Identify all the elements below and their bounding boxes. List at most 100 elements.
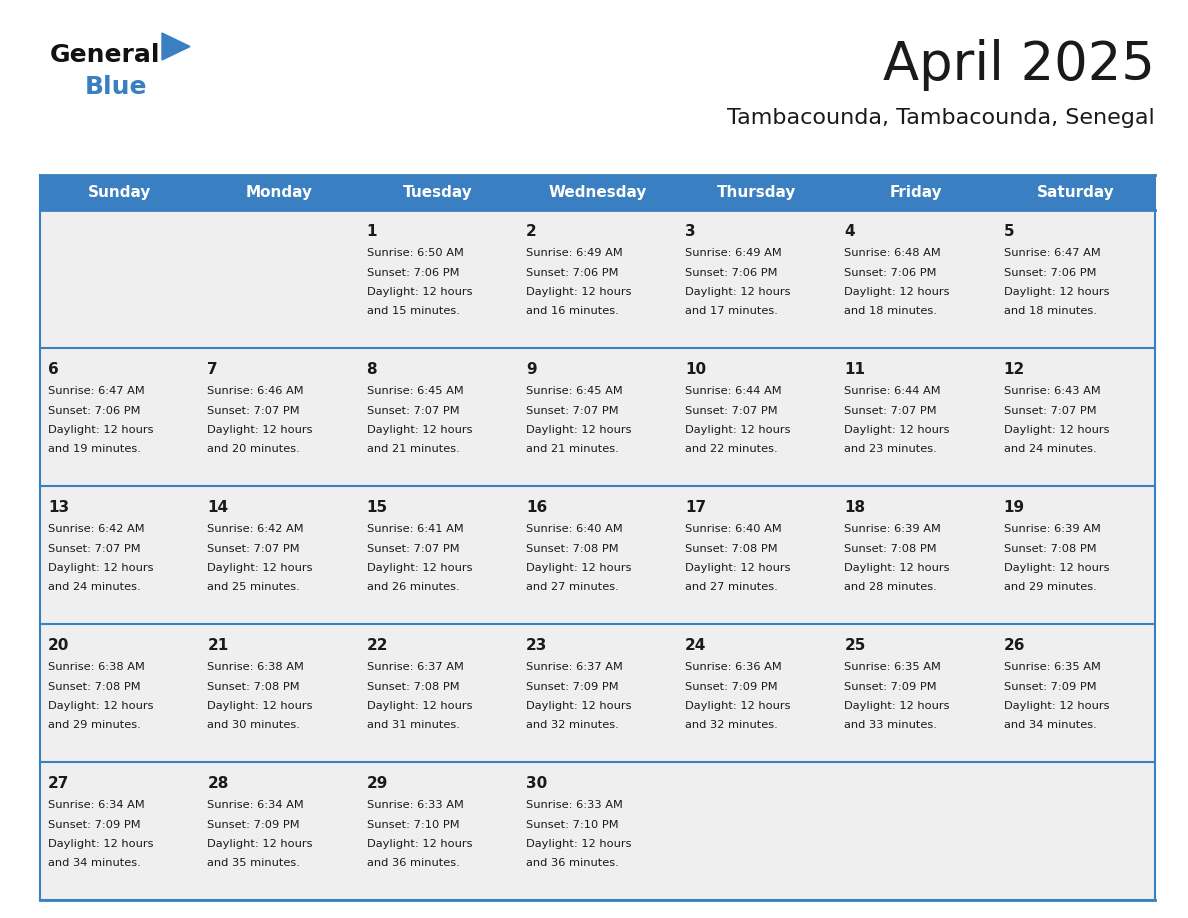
Text: and 27 minutes.: and 27 minutes. (526, 583, 619, 592)
Text: Sunset: 7:09 PM: Sunset: 7:09 PM (48, 820, 140, 830)
Text: and 27 minutes.: and 27 minutes. (685, 583, 778, 592)
Text: 26: 26 (1004, 638, 1025, 653)
Text: Sunrise: 6:45 AM: Sunrise: 6:45 AM (367, 386, 463, 396)
Text: 11: 11 (845, 362, 865, 377)
Text: Sunset: 7:06 PM: Sunset: 7:06 PM (685, 267, 778, 277)
Text: Daylight: 12 hours: Daylight: 12 hours (207, 563, 312, 573)
Bar (518, 624, 677, 762)
Text: April 2025: April 2025 (883, 39, 1155, 91)
Text: Sunrise: 6:37 AM: Sunrise: 6:37 AM (526, 662, 623, 672)
Bar (200, 762, 359, 900)
Text: Daylight: 12 hours: Daylight: 12 hours (526, 425, 631, 435)
Text: Sunrise: 6:47 AM: Sunrise: 6:47 AM (48, 386, 145, 396)
Text: 8: 8 (367, 362, 378, 377)
Bar (200, 624, 359, 762)
Bar (836, 486, 996, 624)
Text: 12: 12 (1004, 362, 1025, 377)
Text: Sunrise: 6:38 AM: Sunrise: 6:38 AM (207, 662, 304, 672)
Text: and 21 minutes.: and 21 minutes. (367, 444, 460, 454)
Bar (200, 486, 359, 624)
Text: Sunrise: 6:40 AM: Sunrise: 6:40 AM (526, 524, 623, 534)
Text: Sunset: 7:08 PM: Sunset: 7:08 PM (845, 543, 937, 554)
Text: Sunrise: 6:39 AM: Sunrise: 6:39 AM (1004, 524, 1100, 534)
Text: Sunset: 7:10 PM: Sunset: 7:10 PM (526, 820, 619, 830)
Text: 24: 24 (685, 638, 707, 653)
Text: 27: 27 (48, 776, 69, 791)
Text: Daylight: 12 hours: Daylight: 12 hours (845, 563, 950, 573)
Bar (677, 762, 836, 900)
Text: and 33 minutes.: and 33 minutes. (845, 721, 937, 731)
Bar (40, 624, 200, 762)
Text: and 36 minutes.: and 36 minutes. (367, 858, 460, 868)
Text: Sunset: 7:07 PM: Sunset: 7:07 PM (207, 406, 299, 416)
Text: Sunrise: 6:37 AM: Sunrise: 6:37 AM (367, 662, 463, 672)
Text: Daylight: 12 hours: Daylight: 12 hours (207, 839, 312, 849)
Text: and 29 minutes.: and 29 minutes. (1004, 583, 1097, 592)
Text: Sunset: 7:10 PM: Sunset: 7:10 PM (367, 820, 460, 830)
Text: Sunrise: 6:40 AM: Sunrise: 6:40 AM (685, 524, 782, 534)
Text: 7: 7 (207, 362, 217, 377)
Bar (836, 624, 996, 762)
Text: and 29 minutes.: and 29 minutes. (48, 721, 140, 731)
Text: Daylight: 12 hours: Daylight: 12 hours (48, 701, 153, 711)
Text: Daylight: 12 hours: Daylight: 12 hours (845, 425, 950, 435)
Text: Sunrise: 6:33 AM: Sunrise: 6:33 AM (367, 800, 463, 810)
Text: Sunrise: 6:34 AM: Sunrise: 6:34 AM (48, 800, 145, 810)
Text: and 24 minutes.: and 24 minutes. (48, 583, 140, 592)
Text: Sunrise: 6:42 AM: Sunrise: 6:42 AM (207, 524, 304, 534)
Text: Wednesday: Wednesday (549, 185, 646, 200)
Text: Sunset: 7:09 PM: Sunset: 7:09 PM (1004, 681, 1097, 691)
Text: Daylight: 12 hours: Daylight: 12 hours (685, 425, 791, 435)
Text: 13: 13 (48, 500, 69, 515)
Text: Sunrise: 6:38 AM: Sunrise: 6:38 AM (48, 662, 145, 672)
Text: 30: 30 (526, 776, 548, 791)
Text: Sunset: 7:08 PM: Sunset: 7:08 PM (685, 543, 778, 554)
Text: Sunday: Sunday (88, 185, 151, 200)
Text: Sunset: 7:07 PM: Sunset: 7:07 PM (845, 406, 937, 416)
Text: and 34 minutes.: and 34 minutes. (48, 858, 140, 868)
Text: 6: 6 (48, 362, 58, 377)
Text: Tambacounda, Tambacounda, Senegal: Tambacounda, Tambacounda, Senegal (727, 108, 1155, 128)
Text: Sunset: 7:06 PM: Sunset: 7:06 PM (367, 267, 459, 277)
Bar (518, 762, 677, 900)
Text: and 34 minutes.: and 34 minutes. (1004, 721, 1097, 731)
Text: Sunrise: 6:47 AM: Sunrise: 6:47 AM (1004, 248, 1100, 258)
Polygon shape (162, 33, 190, 60)
Text: 3: 3 (685, 224, 696, 239)
Text: Sunset: 7:09 PM: Sunset: 7:09 PM (207, 820, 299, 830)
Text: Friday: Friday (890, 185, 942, 200)
Bar (836, 762, 996, 900)
Text: 18: 18 (845, 500, 866, 515)
Text: and 19 minutes.: and 19 minutes. (48, 444, 141, 454)
Bar (359, 486, 518, 624)
Text: Sunrise: 6:49 AM: Sunrise: 6:49 AM (526, 248, 623, 258)
Text: and 25 minutes.: and 25 minutes. (207, 583, 301, 592)
Bar (996, 624, 1155, 762)
Text: Daylight: 12 hours: Daylight: 12 hours (48, 839, 153, 849)
Text: Daylight: 12 hours: Daylight: 12 hours (685, 701, 791, 711)
Text: Daylight: 12 hours: Daylight: 12 hours (367, 287, 472, 297)
Text: 10: 10 (685, 362, 707, 377)
Text: Sunrise: 6:36 AM: Sunrise: 6:36 AM (685, 662, 782, 672)
Text: Saturday: Saturday (1036, 185, 1114, 200)
Text: Sunrise: 6:35 AM: Sunrise: 6:35 AM (845, 662, 941, 672)
Text: Sunrise: 6:44 AM: Sunrise: 6:44 AM (845, 386, 941, 396)
Text: and 28 minutes.: and 28 minutes. (845, 583, 937, 592)
Text: Sunrise: 6:45 AM: Sunrise: 6:45 AM (526, 386, 623, 396)
Text: Sunset: 7:07 PM: Sunset: 7:07 PM (685, 406, 778, 416)
Text: 19: 19 (1004, 500, 1025, 515)
Bar (359, 348, 518, 486)
Text: Sunrise: 6:39 AM: Sunrise: 6:39 AM (845, 524, 941, 534)
Text: Blue: Blue (86, 75, 147, 99)
Text: and 26 minutes.: and 26 minutes. (367, 583, 460, 592)
Text: Thursday: Thursday (718, 185, 796, 200)
Text: and 22 minutes.: and 22 minutes. (685, 444, 778, 454)
Text: Daylight: 12 hours: Daylight: 12 hours (526, 701, 631, 711)
Text: 20: 20 (48, 638, 69, 653)
Text: Sunrise: 6:43 AM: Sunrise: 6:43 AM (1004, 386, 1100, 396)
Text: and 18 minutes.: and 18 minutes. (1004, 307, 1097, 317)
Text: and 23 minutes.: and 23 minutes. (845, 444, 937, 454)
Text: Daylight: 12 hours: Daylight: 12 hours (1004, 701, 1110, 711)
Text: Sunrise: 6:50 AM: Sunrise: 6:50 AM (367, 248, 463, 258)
Text: Daylight: 12 hours: Daylight: 12 hours (367, 563, 472, 573)
